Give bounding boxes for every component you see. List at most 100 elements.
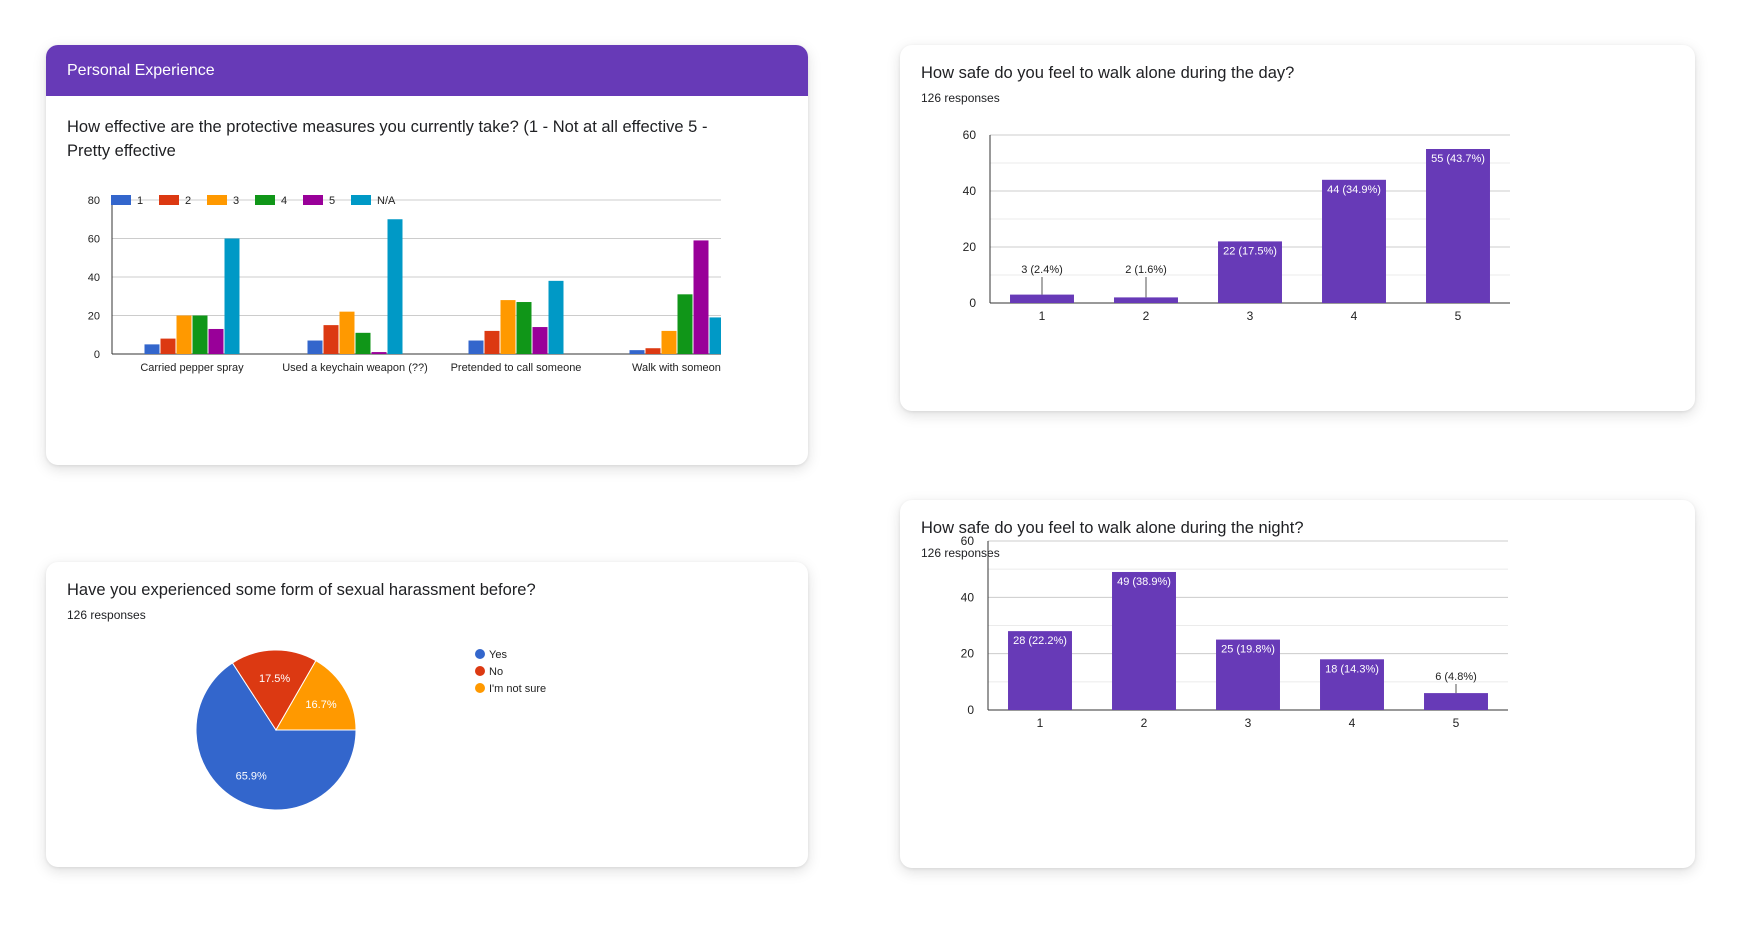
bar <box>160 338 176 354</box>
data-label: 55 (43.7%) <box>1431 153 1485 165</box>
legend-swatch <box>111 195 131 205</box>
bar <box>629 350 645 354</box>
y-tick-label: 0 <box>967 703 974 717</box>
y-tick-label: 40 <box>963 184 977 198</box>
pie-label: 65.9% <box>236 771 267 783</box>
bar <box>693 240 709 354</box>
protective-measures-card: Personal Experience How effective are th… <box>46 45 808 465</box>
y-tick-label: 40 <box>961 590 975 604</box>
section-header: Personal Experience <box>46 45 808 96</box>
bar <box>1008 631 1072 710</box>
x-tick-label: 2 <box>1143 309 1150 323</box>
legend-marker <box>475 666 485 676</box>
legend-label: 3 <box>233 195 239 207</box>
bar <box>176 315 192 354</box>
data-label: 49 (38.9%) <box>1117 576 1171 588</box>
legend-swatch <box>207 195 227 205</box>
pie-label: 16.7% <box>305 699 336 711</box>
bar <box>307 340 323 354</box>
y-tick-label: 40 <box>88 272 100 284</box>
bar <box>224 238 240 354</box>
bar <box>468 340 484 354</box>
bar <box>339 311 355 354</box>
data-label: 18 (14.3%) <box>1325 663 1379 675</box>
x-tick-label: 3 <box>1247 309 1254 323</box>
x-tick-label: 3 <box>1245 716 1252 730</box>
legend-label: 5 <box>329 195 335 207</box>
pie-slice <box>275 659 357 731</box>
y-tick-label: 80 <box>88 195 100 207</box>
x-tick-label: 5 <box>1453 716 1460 730</box>
x-tick-label: Pretended to call someone <box>451 362 582 374</box>
bar <box>1320 659 1384 710</box>
question-title: How safe do you feel to walk alone durin… <box>921 64 1295 82</box>
night-safety-chart: 0 20 40 60 1 28 (22.2%) 2 49 (38.9%) 3 25 (19.8%)… <box>961 534 1508 730</box>
x-tick-label: Walk with someone <box>632 362 727 374</box>
bar <box>355 332 371 354</box>
y-tick-label: 20 <box>963 240 977 254</box>
pie-slice <box>195 662 357 811</box>
y-tick-label: 60 <box>88 234 100 246</box>
legend-swatch <box>159 195 179 205</box>
x-tick-label: 5 <box>1455 309 1462 323</box>
legend-swatch <box>255 195 275 205</box>
data-label: 25 (19.8%) <box>1221 644 1275 656</box>
bar <box>500 300 516 354</box>
y-tick-label: 0 <box>969 296 976 310</box>
question-title: How effective are the protective measure… <box>67 118 708 160</box>
protective-measures-chart: 0 20 40 60 80 1 2 3 4 5 N/A Carried pepper spray Use… <box>88 195 727 374</box>
bar <box>208 328 224 354</box>
question-title: How safe do you feel to walk alone durin… <box>921 519 1304 537</box>
night-safety-card: How safe do you feel to walk alone durin… <box>900 500 1695 868</box>
bar <box>1114 297 1178 303</box>
pie-slice <box>231 649 317 731</box>
bar <box>192 315 208 354</box>
bar <box>1424 693 1488 710</box>
bar <box>709 317 721 354</box>
harassment-card: Have you experienced some form of sexual… <box>46 562 808 867</box>
response-count: 126 responses <box>921 91 1000 105</box>
x-tick-label: 1 <box>1039 309 1046 323</box>
question-title: Have you experienced some form of sexual… <box>67 581 536 599</box>
bar <box>1322 179 1386 303</box>
legend-label: No <box>489 666 503 678</box>
legend-label: 1 <box>137 195 143 207</box>
data-label: 28 (22.2%) <box>1013 635 1067 647</box>
bar <box>677 294 693 354</box>
bar <box>1216 639 1280 710</box>
x-tick-label: 4 <box>1349 716 1356 730</box>
response-count: 126 responses <box>67 608 146 622</box>
bar <box>532 327 548 354</box>
bar <box>1112 571 1176 710</box>
x-tick-label: 4 <box>1351 309 1358 323</box>
data-label: 22 (17.5%) <box>1223 245 1277 257</box>
bar <box>548 280 564 354</box>
bar <box>661 330 677 354</box>
pie-label: 17.5% <box>259 673 290 685</box>
bar <box>1218 241 1282 303</box>
y-tick-label: 20 <box>961 647 975 661</box>
bar <box>1426 149 1490 303</box>
legend-label: N/A <box>377 195 396 207</box>
legend-swatch <box>351 195 371 205</box>
bar <box>1010 294 1074 303</box>
legend-label: 4 <box>281 195 287 207</box>
bar <box>645 348 661 354</box>
day-safety-card: How safe do you feel to walk alone durin… <box>900 45 1695 411</box>
x-tick-label: 1 <box>1037 716 1044 730</box>
legend-label: I'm not sure <box>489 683 546 695</box>
x-tick-label: 2 <box>1141 716 1148 730</box>
data-label: 3 (2.4%) <box>1021 264 1063 276</box>
x-tick-label: Used a keychain weapon (??) <box>282 362 428 374</box>
bar <box>144 344 160 354</box>
bar <box>371 352 387 354</box>
bar <box>387 219 403 354</box>
legend-label: 2 <box>185 195 191 207</box>
bar <box>516 302 532 354</box>
y-tick-label: 60 <box>963 128 977 142</box>
x-tick-label: Carried pepper spray <box>140 362 244 374</box>
y-tick-label: 20 <box>88 311 100 323</box>
harassment-pie-chart: 65.9% 17.5% 16.7% Yes No I'm not sure <box>195 649 546 811</box>
legend-swatch <box>303 195 323 205</box>
y-tick-label: 60 <box>961 534 975 548</box>
